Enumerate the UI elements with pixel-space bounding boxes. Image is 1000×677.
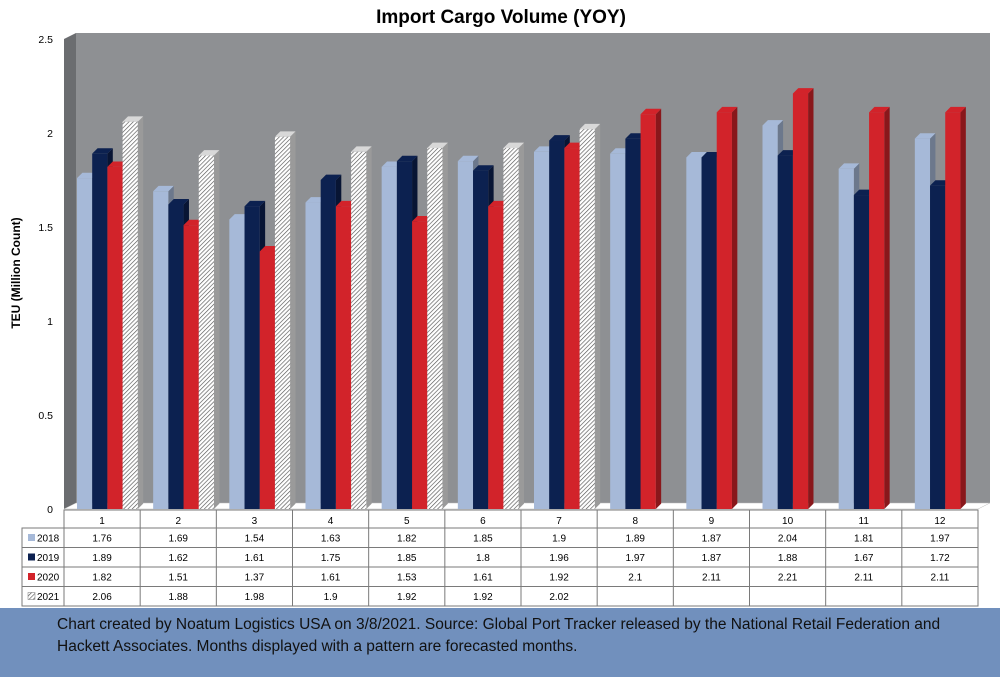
data-label: 1.98 — [245, 592, 265, 603]
legend-label: 2019 — [37, 553, 60, 564]
bar — [716, 106, 738, 510]
y-tick-label: 2.5 — [38, 34, 53, 46]
y-axis-ticks: 0 0.5 1 1.5 2 2.5 — [38, 34, 53, 516]
data-label: 1.69 — [169, 534, 189, 545]
legend-key — [28, 553, 35, 561]
x-tick-label: 6 — [480, 516, 486, 527]
data-label: 1.51 — [169, 573, 189, 584]
data-label: 1.75 — [321, 553, 341, 564]
x-tick-label: 12 — [934, 516, 946, 527]
data-label: 1.53 — [397, 573, 417, 584]
y-tick-label: 0 — [47, 504, 53, 516]
data-label: 1.72 — [930, 553, 950, 564]
data-label: 2.21 — [778, 573, 798, 584]
y-tick-label: 0.5 — [38, 410, 53, 422]
data-label: 1.97 — [930, 534, 950, 545]
bar — [869, 106, 890, 510]
data-label: 1.92 — [473, 592, 493, 603]
data-label: 2.02 — [549, 592, 569, 603]
plot-area — [63, 33, 991, 510]
chart-title: Import Cargo Volume (YOY) — [376, 7, 626, 28]
bar — [351, 146, 372, 510]
x-tick-label: 8 — [632, 516, 638, 527]
x-tick-label: 3 — [252, 516, 258, 527]
bars — [77, 88, 966, 510]
side-wall — [64, 33, 76, 509]
y-tick-label: 1.5 — [38, 222, 53, 234]
data-label: 2.11 — [702, 573, 721, 584]
data-label: 1.63 — [321, 534, 341, 545]
data-label: 1.85 — [397, 553, 417, 564]
bar — [579, 123, 601, 510]
data-label: 1.67 — [854, 553, 874, 564]
legend-key — [28, 573, 35, 580]
footer-text: Chart created by Noatum Logistics USA on… — [57, 616, 941, 655]
data-label: 1.81 — [854, 534, 874, 545]
data-label: 1.61 — [245, 553, 265, 564]
bar — [198, 150, 220, 509]
x-tick-label: 9 — [709, 516, 715, 527]
data-label: 2.11 — [854, 573, 873, 584]
legend-label: 2021 — [37, 592, 60, 603]
footer: Chart created by Noatum Logistics USA on… — [0, 608, 1000, 677]
legend-label: 2018 — [37, 534, 60, 545]
bar — [503, 142, 525, 510]
data-label: 1.9 — [552, 534, 566, 545]
chart: Import Cargo Volume (YOY) TEU (Million C… — [9, 7, 991, 607]
x-tick-label: 7 — [556, 516, 562, 527]
x-tick-label: 4 — [328, 516, 334, 527]
data-label: 2.11 — [931, 573, 950, 584]
data-label: 1.92 — [397, 592, 417, 603]
bar — [792, 88, 814, 510]
x-tick-label: 10 — [782, 516, 794, 527]
legend-key — [27, 592, 36, 600]
data-label: 1.85 — [473, 534, 493, 545]
y-tick-label: 1 — [47, 316, 53, 328]
data-label: 1.89 — [92, 553, 112, 564]
x-tick-label: 11 — [859, 516, 870, 527]
data-label: 2.1 — [628, 573, 642, 584]
x-tick-label: 2 — [175, 516, 181, 527]
data-label: 1.87 — [702, 534, 722, 545]
bar — [122, 116, 144, 509]
back-wall — [76, 33, 990, 503]
data-label: 1.61 — [473, 573, 493, 584]
data-label: 1.88 — [778, 553, 798, 564]
y-tick-label: 2 — [47, 128, 53, 140]
legend-key — [28, 534, 35, 541]
floor — [63, 502, 991, 510]
data-label: 1.8 — [476, 553, 490, 564]
bar — [274, 131, 296, 510]
data-label: 1.61 — [321, 573, 341, 584]
data-label: 2.06 — [92, 592, 112, 603]
data-label: 1.88 — [169, 592, 189, 603]
data-label: 1.82 — [92, 573, 112, 584]
data-label: 1.89 — [626, 534, 646, 545]
data-label: 2.04 — [778, 534, 798, 545]
data-label: 1.97 — [626, 553, 646, 564]
data-label: 1.87 — [702, 553, 722, 564]
data-label: 1.9 — [324, 592, 338, 603]
data-label: 1.37 — [245, 573, 265, 584]
bar — [427, 142, 448, 510]
data-label: 1.92 — [549, 573, 569, 584]
data-label: 1.76 — [92, 534, 112, 545]
x-tick-label: 1 — [99, 516, 105, 527]
data-label: 1.96 — [549, 553, 569, 564]
bar — [945, 106, 966, 510]
x-tick-label: 5 — [404, 516, 410, 527]
data-label: 1.82 — [397, 534, 417, 545]
bar — [640, 108, 662, 510]
data-label: 1.62 — [169, 553, 189, 564]
y-axis-label: TEU (Million Count) — [9, 217, 23, 328]
legend-label: 2020 — [37, 573, 60, 584]
data-label: 1.54 — [245, 534, 265, 545]
